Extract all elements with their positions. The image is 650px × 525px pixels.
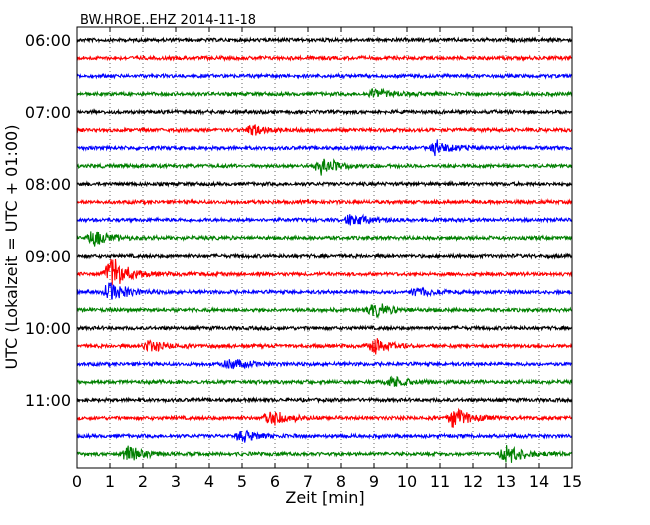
y-tick-label: 07:00	[25, 103, 71, 122]
x-tick-label: 5	[237, 472, 247, 491]
x-tick-label: 15	[562, 472, 582, 491]
y-tick-label: 06:00	[25, 31, 71, 50]
trace-0930	[76, 282, 573, 300]
trace-1030	[76, 359, 573, 370]
grid-lines	[109, 27, 540, 468]
x-tick-label: 2	[138, 472, 148, 491]
x-tick-label: 4	[204, 472, 214, 491]
x-tick-label: 0	[72, 472, 82, 491]
trace-0700	[76, 108, 573, 116]
trace-0915	[76, 258, 573, 286]
trace-1000	[76, 324, 573, 332]
trace-0715	[76, 124, 573, 136]
trace-1100	[76, 396, 573, 404]
trace-0800	[76, 179, 573, 188]
y-axis-label: UTC (Lokalzeit = UTC + 01:00)	[2, 125, 21, 370]
x-tick-label: 14	[529, 472, 549, 491]
chart-title: BW.HROE..EHZ 2014-11-18	[80, 13, 256, 28]
trace-0830	[76, 213, 573, 226]
trace-0745	[76, 158, 573, 176]
x-tick-label: 13	[496, 472, 516, 491]
x-tick-label: 11	[430, 472, 450, 491]
trace-1015	[76, 338, 573, 355]
axes: 0 1 2 3 4 5 6 7 8 9 10 11 12 13 14 1506:0007:0008:0009:…	[25, 26, 582, 491]
x-axis-label: Zeit [min]	[285, 488, 364, 507]
x-tick-label: 8	[336, 472, 346, 491]
trace-0645	[76, 87, 573, 99]
trace-1045	[76, 375, 573, 387]
trace-1130	[76, 429, 573, 443]
trace-0730	[76, 139, 573, 157]
x-tick-label: 12	[463, 472, 483, 491]
x-tick-label: 10	[397, 472, 417, 491]
trace-0615	[76, 54, 573, 62]
trace-0630	[76, 72, 573, 80]
trace-lines	[76, 36, 573, 463]
plot-frame	[76, 26, 573, 469]
x-tick-label: 6	[270, 472, 280, 491]
x-tick-label: 1	[105, 472, 115, 491]
y-tick-label: 10:00	[25, 319, 71, 338]
trace-0815	[76, 198, 573, 206]
trace-1115	[76, 407, 573, 428]
y-tick-label: 08:00	[25, 175, 71, 194]
y-tick-label: 09:00	[25, 247, 71, 266]
x-tick-label: 7	[303, 472, 313, 491]
trace-0845	[76, 231, 573, 247]
trace-0900	[76, 252, 573, 260]
trace-0945	[76, 303, 573, 319]
x-tick-label: 3	[171, 472, 181, 491]
y-tick-label: 11:00	[25, 391, 71, 410]
trace-1145	[76, 445, 573, 463]
x-tick-label: 9	[369, 472, 379, 491]
trace-0600	[76, 36, 573, 44]
